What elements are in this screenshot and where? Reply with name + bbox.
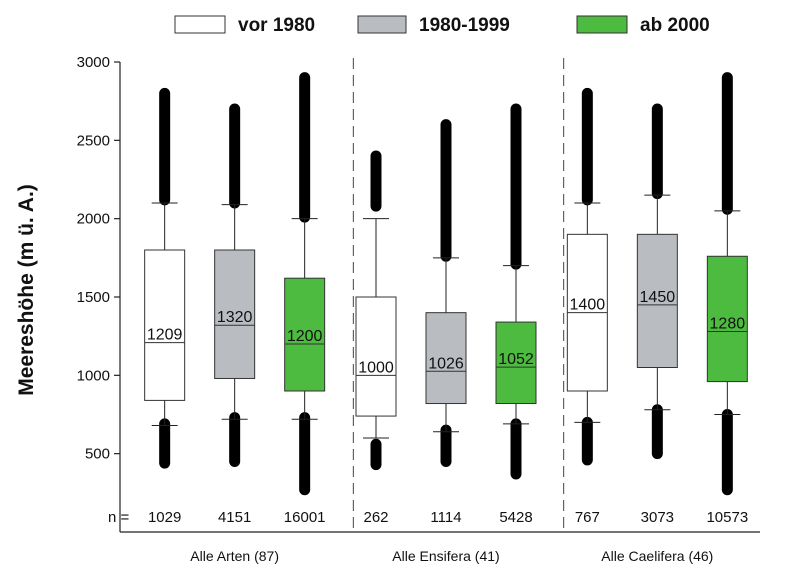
n-label: 4151 [218, 509, 251, 526]
n-label: 1029 [148, 509, 181, 526]
median-label: 1200 [287, 328, 323, 345]
box-body [495, 321, 537, 405]
median-label: 1000 [358, 359, 394, 376]
median-label: 1026 [428, 355, 464, 372]
box-2-2: 1026 1114 [425, 119, 467, 526]
group-label: Alle Arten (87) [190, 548, 279, 564]
box-body [214, 249, 256, 379]
n-label: 767 [575, 509, 600, 526]
median-label: 1450 [640, 289, 676, 306]
box-body [144, 249, 186, 401]
box-3-3: 1280 10573 [706, 72, 748, 526]
n-label: 10573 [706, 509, 748, 526]
box-body [636, 233, 678, 368]
legend-entry-1: vor 1980 [174, 15, 315, 36]
box-body [706, 255, 748, 383]
legend-swatch [357, 15, 407, 34]
box-2-3: 1052 5428 [495, 103, 537, 526]
legend-label: vor 1980 [238, 15, 315, 36]
group-label: Alle Ensifera (41) [392, 548, 499, 564]
legend-swatch [576, 15, 628, 34]
group-label: Alle Caelifera (46) [601, 548, 713, 564]
median-label: 1280 [710, 315, 746, 332]
legend-label: 1980-1999 [419, 15, 510, 36]
legend-label: ab 2000 [640, 15, 710, 36]
n-label: 5428 [499, 509, 532, 526]
median-label: 1052 [498, 351, 534, 368]
y-tick-label-500: 500 [85, 446, 110, 463]
y-tick-label-3000: 3000 [77, 54, 110, 71]
median-label: 1400 [570, 297, 606, 314]
box-body [284, 277, 326, 392]
legend-entry-3: ab 2000 [576, 15, 710, 36]
plot-area: n = Alle Arten (87) 1209 1029 1320 4151 1200 16… [108, 72, 748, 564]
box-3-1: 1400 767 [566, 87, 608, 526]
legend-swatch [174, 15, 226, 34]
box-3-2: 1450 3073 [636, 103, 678, 526]
n-label: 262 [363, 509, 388, 526]
box-2-1: 1000 262 [355, 150, 397, 526]
box-1-1: 1209 1029 [144, 87, 186, 526]
legend: vor 1980 1980-1999 ab 2000 [174, 15, 710, 36]
median-label: 1320 [217, 309, 253, 326]
axes: 500 1000 1500 2000 2500 3000 [77, 54, 760, 533]
y-tick-label-1500: 1500 [77, 289, 110, 306]
box-body [425, 312, 467, 405]
y-axis-label: Meereshöhe (m ü. A.) [15, 184, 38, 396]
box-1-2: 1320 4151 [214, 103, 256, 526]
y-tick-label-2500: 2500 [77, 132, 110, 149]
box-1-3: 1200 16001 [284, 72, 326, 526]
n-label: 1114 [430, 509, 461, 526]
n-label: 3073 [641, 509, 674, 526]
box-body [355, 296, 397, 417]
median-label: 1209 [147, 327, 183, 344]
y-tick-label-2000: 2000 [77, 211, 110, 228]
legend-entry-2: 1980-1999 [357, 15, 510, 36]
n-prefix-label: n = [108, 509, 130, 526]
n-label: 16001 [284, 509, 326, 526]
y-tick-label-1000: 1000 [77, 367, 110, 384]
